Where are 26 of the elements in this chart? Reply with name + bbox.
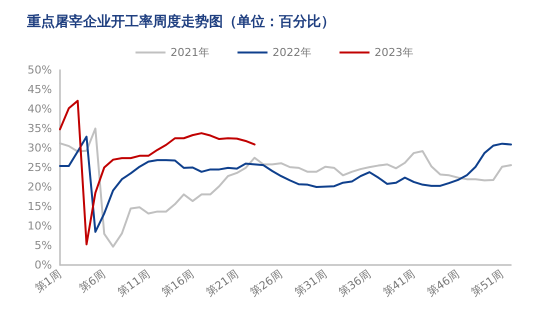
chart-title: 重点屠宰企业开工率周度走势图（单位：百分比） (26, 13, 335, 30)
y-tick-label: 30% (28, 142, 52, 154)
x-tick-label: 第46周 (424, 268, 462, 299)
x-tick-label: 第51周 (468, 268, 506, 299)
x-tick-label: 第11周 (115, 268, 152, 299)
legend-label: 2021年 (170, 46, 210, 59)
y-tick-label: 50% (28, 64, 52, 76)
x-tick-label: 第31周 (292, 268, 330, 299)
y-tick-label: 5% (34, 239, 52, 252)
y-tick-label: 40% (28, 102, 52, 116)
x-tick-label: 第41周 (380, 268, 418, 299)
x-tick-label: 第16周 (159, 268, 196, 299)
y-tick-label: 10% (28, 220, 52, 232)
y-tick-label: 20% (28, 180, 52, 194)
y-tick-label: 45% (28, 83, 52, 96)
legend-label: 2023年 (374, 46, 414, 59)
legend-label: 2022年 (272, 46, 312, 59)
x-tick-label: 第26周 (248, 268, 285, 299)
y-tick-label: 35% (28, 122, 52, 135)
y-tick-label: 25% (28, 161, 52, 174)
line-series (59, 136, 512, 233)
x-tick-label: 第21周 (204, 268, 241, 299)
y-tick-label: 15% (28, 200, 52, 213)
line-series (59, 100, 256, 246)
x-tick-label: 第36周 (336, 268, 374, 299)
x-tick-label: 第6周 (76, 268, 108, 295)
